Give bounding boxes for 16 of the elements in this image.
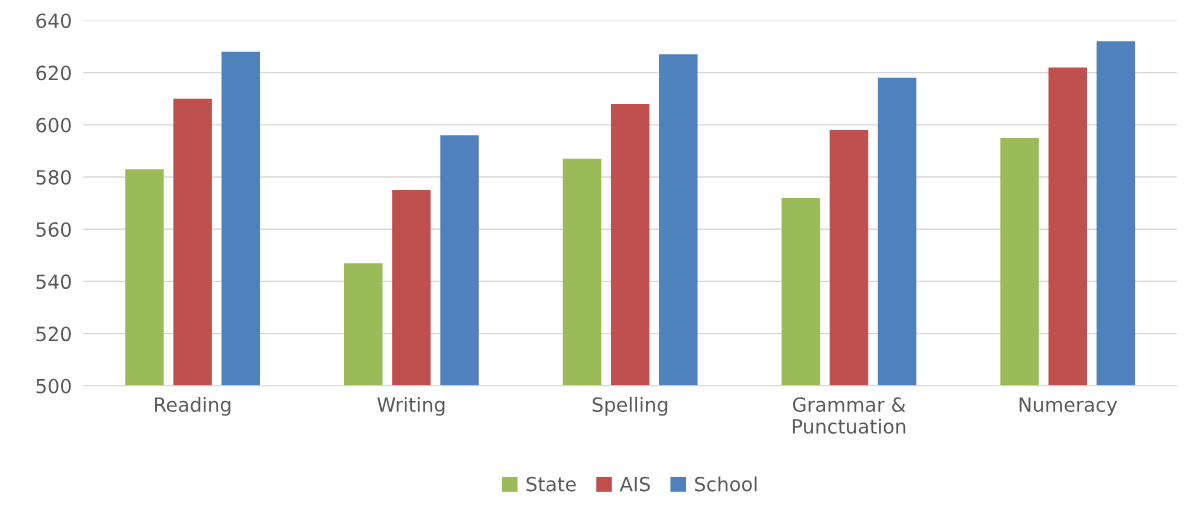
y-tick-label: 500 xyxy=(36,378,71,394)
x-tick-label: Spelling xyxy=(592,396,668,416)
y-tick-label: 600 xyxy=(36,117,71,133)
y-tick-label: 580 xyxy=(36,169,71,185)
x-tick-label: Grammar & Punctuation xyxy=(792,397,906,434)
x-tick-label: Writing xyxy=(377,396,445,416)
x-tick-label: Reading xyxy=(155,396,231,416)
x-tick-label: Numeracy xyxy=(1019,397,1118,416)
y-tick-label: 620 xyxy=(36,65,71,81)
y-tick-label: 560 xyxy=(36,222,71,237)
legend-label: School xyxy=(695,476,757,492)
y-tick-label: 540 xyxy=(36,274,71,290)
legend-label: AIS xyxy=(619,476,650,492)
y-tick-label: 520 xyxy=(36,326,71,342)
legend-label: State xyxy=(526,476,576,492)
y-tick-label: 640 xyxy=(36,13,71,29)
